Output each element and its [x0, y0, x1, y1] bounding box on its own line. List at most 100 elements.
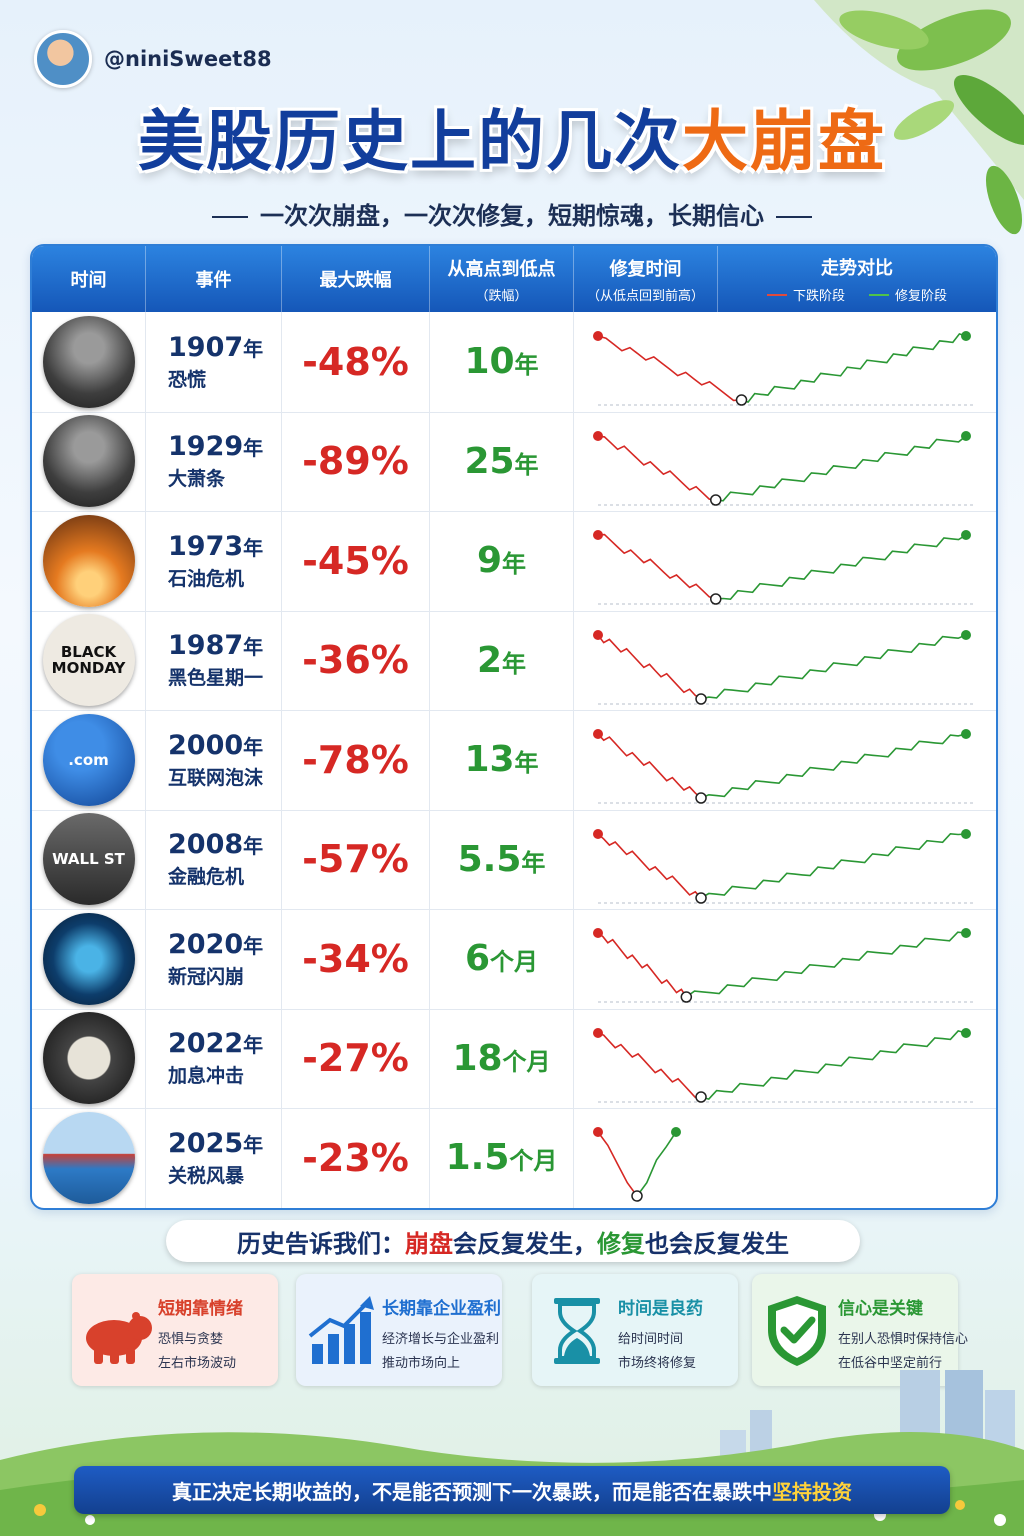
recovery-cell: 13年: [430, 710, 574, 810]
event-name: 黑色星期一: [168, 667, 264, 690]
event-name: 互联网泡沫: [168, 766, 264, 789]
end-point: [961, 430, 971, 441]
max-drop: -45%: [302, 538, 409, 583]
card-title: 长期靠企业盈利: [382, 1299, 501, 1319]
growth-chart-icon: [304, 1292, 378, 1370]
down-phase-line: [597, 733, 702, 799]
end-point: [961, 1027, 971, 1038]
down-phase-line: [597, 634, 702, 700]
recovery-time: 2年: [476, 639, 527, 681]
up-phase-line: [636, 1131, 677, 1197]
max-drop: -36%: [302, 638, 409, 683]
table-row: 1929年 大萧条 -89% 25年: [32, 411, 996, 512]
up-phase-line: [700, 633, 967, 700]
up-phase-line: [700, 733, 967, 799]
card-line-1: 给时间时间: [618, 1332, 684, 1347]
recovery-time: 6个月: [464, 938, 539, 980]
event-cell: 1973年 石油危机: [146, 511, 282, 611]
recovery-time: 9年: [476, 540, 527, 582]
shield-check-icon: [760, 1292, 834, 1370]
low-point: [735, 394, 748, 406]
dash-left: [212, 216, 248, 218]
hourglass-icon: [540, 1292, 614, 1370]
table-row: WALL ST 2008年 金融危机 -57% 5.5年: [32, 809, 996, 910]
insight-card: 信心是关键 在别人恐惧时保持信心 在低谷中坚定前行: [752, 1274, 968, 1386]
drop-cell: -45%: [282, 511, 430, 611]
event-year: 1929年: [168, 431, 264, 463]
event-cell: 1907年 恐慌: [146, 312, 282, 412]
trend-sparkline: [593, 1027, 974, 1103]
event-name: 金融危机: [168, 866, 245, 889]
time-cell: [32, 511, 146, 611]
start-point: [593, 430, 603, 441]
end-point: [961, 729, 971, 739]
crowd-photo-icon: [42, 315, 135, 408]
low-point: [680, 991, 693, 1003]
trend-cell: [574, 412, 996, 512]
event-year: 1973年: [168, 530, 264, 562]
event-name: 加息冲击: [168, 1065, 245, 1088]
low-point: [695, 1090, 707, 1103]
trend-cell: [574, 909, 996, 1009]
down-phase-line: [597, 434, 716, 501]
time-cell: [32, 1108, 146, 1208]
up-phase-line: [715, 434, 967, 502]
dotcom-icon: .com: [42, 713, 135, 806]
end-point: [961, 928, 971, 938]
table-row: 2022年 加息冲击 -27% 18个月: [32, 1008, 996, 1109]
low-point: [631, 1190, 643, 1202]
low-point: [710, 593, 722, 605]
up-phase-line: [685, 931, 967, 998]
recovery-cell: 5.5年: [430, 809, 574, 909]
down-phase-line: [597, 1031, 702, 1098]
event-name: 石油危机: [168, 567, 245, 590]
time-cell: WALL ST: [32, 809, 146, 909]
card-line-1: 恐惧与贪婪: [158, 1332, 224, 1347]
title-main: 美股历史上的几次: [138, 103, 682, 180]
table-header: 时间 事件 最大跌幅 从高点到低点 （跌幅） 修复时间 （从低点回到前高） 走势对比…: [32, 246, 996, 312]
header-drop: 最大跌幅: [282, 246, 430, 312]
trend-cell: [574, 1108, 996, 1208]
subtitle-text: 一次次崩盘，一次次修复，短期惊魂，长期信心: [260, 202, 764, 230]
trend-cell: [574, 511, 996, 611]
drop-cell: -27%: [282, 1008, 430, 1108]
start-point: [593, 1127, 603, 1137]
event-name: 大萧条: [168, 468, 226, 491]
max-drop: -34%: [302, 936, 409, 981]
max-drop: -27%: [302, 1036, 409, 1081]
up-phase-line: [715, 534, 967, 601]
event-name: 恐慌: [168, 368, 207, 391]
trend-sparkline: [593, 928, 974, 1003]
header-event: 事件: [146, 246, 282, 312]
end-point: [961, 828, 971, 839]
recovery-time: 13年: [464, 739, 539, 781]
table-row: 1973年 石油危机 -45% 9年: [32, 511, 996, 612]
up-phase-line: [741, 332, 967, 404]
header-time: 时间: [32, 246, 146, 312]
recovery-cell: 6个月: [430, 909, 574, 1009]
start-point: [593, 928, 603, 938]
trend-cell: [574, 611, 996, 711]
drop-cell: -23%: [282, 1108, 430, 1208]
up-phase-line: [700, 1029, 967, 1100]
recovery-cell: 2年: [430, 610, 574, 710]
drop-cell: -36%: [282, 610, 430, 710]
start-point: [593, 331, 603, 341]
down-phase-line: [597, 832, 702, 899]
trend-sparkline: [593, 828, 974, 904]
trend-cell: [574, 710, 996, 810]
low-point: [695, 692, 707, 705]
page-title: 美股历史上的几次大崩盘: [0, 88, 1024, 184]
card-line-2: 在低谷中坚定前行: [838, 1356, 943, 1371]
time-cell: BLACK MONDAY: [32, 610, 146, 710]
low-point: [695, 891, 707, 904]
up-phase-line: [700, 832, 967, 899]
end-point: [961, 629, 971, 640]
event-year: 2022年: [168, 1028, 264, 1060]
card-title: 短期靠情绪: [158, 1299, 243, 1319]
max-drop: -48%: [302, 339, 409, 384]
trend-sparkline: [593, 530, 974, 605]
down-phase-line: [597, 533, 717, 600]
down-phase-line: [597, 335, 742, 402]
table-row: 2025年 关税风暴 -23% 1.5个月: [32, 1108, 996, 1208]
